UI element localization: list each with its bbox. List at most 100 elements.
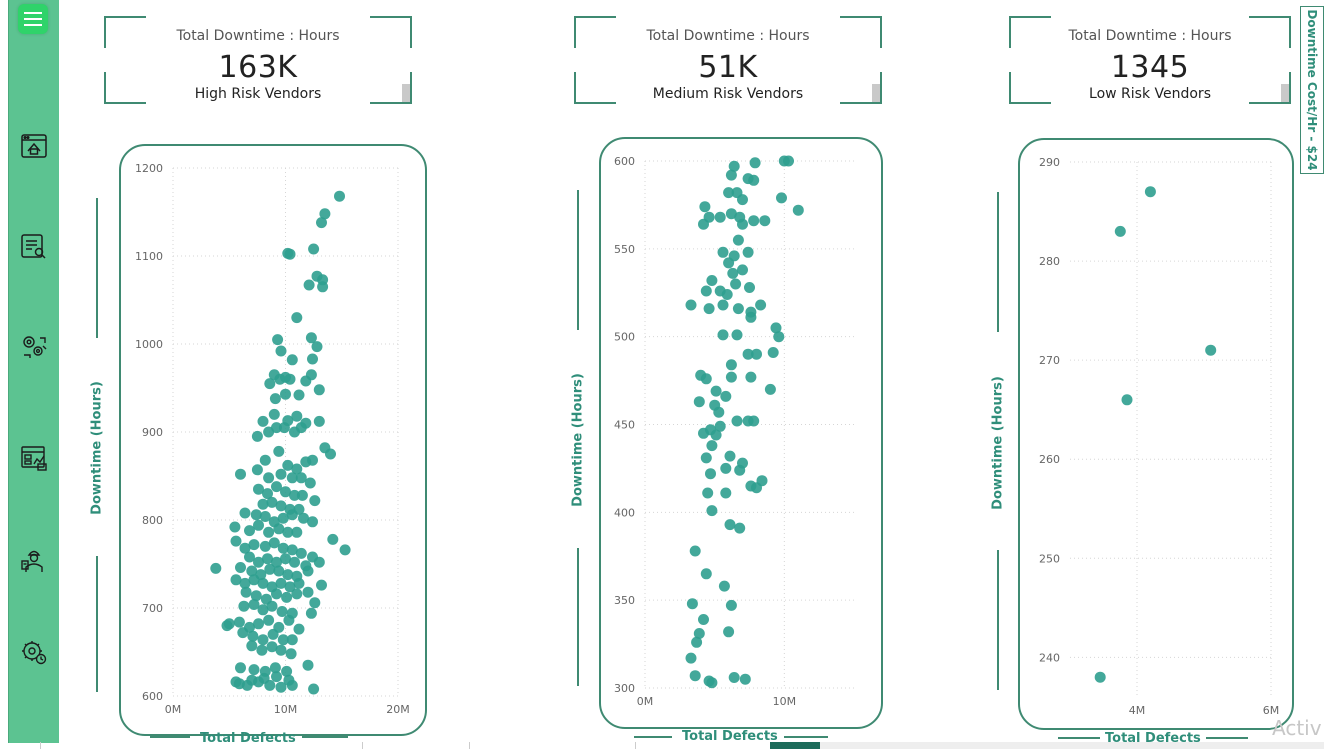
data-point[interactable]	[751, 348, 762, 360]
data-point[interactable]	[251, 464, 263, 476]
data-point[interactable]	[742, 348, 754, 360]
data-point[interactable]	[256, 644, 268, 656]
data-point[interactable]	[257, 577, 269, 589]
data-point[interactable]	[313, 415, 325, 427]
data-point[interactable]	[745, 311, 757, 323]
data-point[interactable]	[286, 472, 298, 484]
data-point[interactable]	[273, 523, 285, 535]
data-point[interactable]	[313, 384, 325, 396]
data-point[interactable]	[291, 526, 303, 538]
data-point[interactable]	[317, 281, 329, 293]
data-point[interactable]	[283, 674, 295, 686]
data-point[interactable]	[229, 521, 241, 533]
data-point[interactable]	[731, 329, 743, 341]
data-point[interactable]	[293, 577, 305, 589]
data-point[interactable]	[280, 486, 291, 498]
page-scroll-track[interactable]	[820, 742, 1324, 749]
data-point[interactable]	[295, 422, 307, 434]
data-point[interactable]	[221, 620, 233, 632]
data-point[interactable]	[235, 662, 246, 674]
data-point[interactable]	[773, 331, 785, 343]
data-point[interactable]	[751, 482, 762, 494]
data-point[interactable]	[257, 604, 269, 616]
data-point[interactable]	[764, 383, 776, 395]
data-point[interactable]	[233, 678, 245, 690]
data-point[interactable]	[755, 299, 767, 311]
data-point[interactable]	[319, 208, 331, 220]
data-point[interactable]	[269, 662, 281, 674]
data-point[interactable]	[689, 670, 701, 682]
data-point[interactable]	[233, 616, 245, 628]
data-point[interactable]	[250, 590, 262, 602]
data-point[interactable]	[727, 267, 739, 279]
data-point[interactable]	[277, 512, 289, 524]
data-point[interactable]	[745, 371, 757, 383]
data-point[interactable]	[307, 353, 318, 365]
data-point[interactable]	[239, 507, 251, 519]
data-point[interactable]	[693, 628, 705, 639]
data-point[interactable]	[230, 535, 242, 547]
data-point[interactable]	[264, 378, 276, 390]
data-point[interactable]	[276, 606, 288, 617]
data-point[interactable]	[706, 505, 718, 517]
data-point[interactable]	[748, 415, 760, 427]
data-point[interactable]	[293, 623, 305, 635]
scrollbar[interactable]	[872, 84, 880, 102]
data-point[interactable]	[308, 683, 320, 695]
data-point[interactable]	[281, 591, 293, 603]
data-point[interactable]	[275, 577, 287, 589]
data-point[interactable]	[699, 201, 711, 213]
data-point[interactable]	[248, 539, 260, 551]
data-point[interactable]	[728, 672, 740, 683]
data-point[interactable]	[723, 626, 735, 638]
data-point[interactable]	[717, 246, 729, 258]
data-point[interactable]	[703, 303, 715, 315]
data-point[interactable]	[253, 618, 264, 630]
data-point[interactable]	[724, 450, 736, 462]
data-point[interactable]	[271, 588, 282, 600]
data-point[interactable]	[717, 299, 729, 311]
data-point[interactable]	[304, 477, 316, 489]
data-point[interactable]	[244, 525, 255, 537]
data-point[interactable]	[275, 468, 287, 480]
data-point[interactable]	[303, 279, 315, 291]
data-point[interactable]	[239, 542, 251, 554]
data-point[interactable]	[282, 459, 294, 471]
data-point[interactable]	[334, 190, 345, 202]
data-point[interactable]	[246, 565, 258, 577]
data-point[interactable]	[305, 607, 317, 619]
data-point[interactable]	[703, 675, 715, 687]
data-point[interactable]	[776, 192, 787, 204]
data-point[interactable]	[274, 373, 286, 385]
data-point[interactable]	[275, 681, 287, 693]
data-point[interactable]	[305, 332, 317, 344]
data-point[interactable]	[725, 371, 737, 383]
data-point[interactable]	[723, 257, 735, 269]
data-point[interactable]	[283, 614, 295, 626]
data-point[interactable]	[327, 533, 339, 545]
home-window-icon[interactable]	[20, 132, 48, 160]
data-point[interactable]	[731, 415, 743, 427]
data-point[interactable]	[685, 652, 697, 664]
data-point[interactable]	[259, 454, 271, 466]
data-point[interactable]	[286, 509, 298, 521]
page-scroll-thumb[interactable]	[770, 742, 820, 749]
data-point[interactable]	[728, 160, 740, 172]
data-point[interactable]	[748, 174, 760, 186]
data-point[interactable]	[253, 483, 264, 495]
data-point[interactable]	[248, 599, 260, 610]
data-point[interactable]	[284, 248, 296, 260]
data-point[interactable]	[1144, 186, 1156, 198]
data-point[interactable]	[268, 408, 280, 420]
data-point[interactable]	[271, 671, 282, 683]
data-point[interactable]	[698, 218, 709, 230]
settings-clock-icon[interactable]	[20, 638, 48, 666]
data-point[interactable]	[271, 556, 282, 568]
data-point[interactable]	[710, 385, 722, 397]
data-point[interactable]	[251, 430, 263, 442]
data-point[interactable]	[240, 586, 252, 598]
data-point[interactable]	[275, 644, 287, 656]
data-point[interactable]	[302, 565, 314, 577]
data-point[interactable]	[235, 562, 246, 573]
data-point[interactable]	[767, 347, 779, 358]
